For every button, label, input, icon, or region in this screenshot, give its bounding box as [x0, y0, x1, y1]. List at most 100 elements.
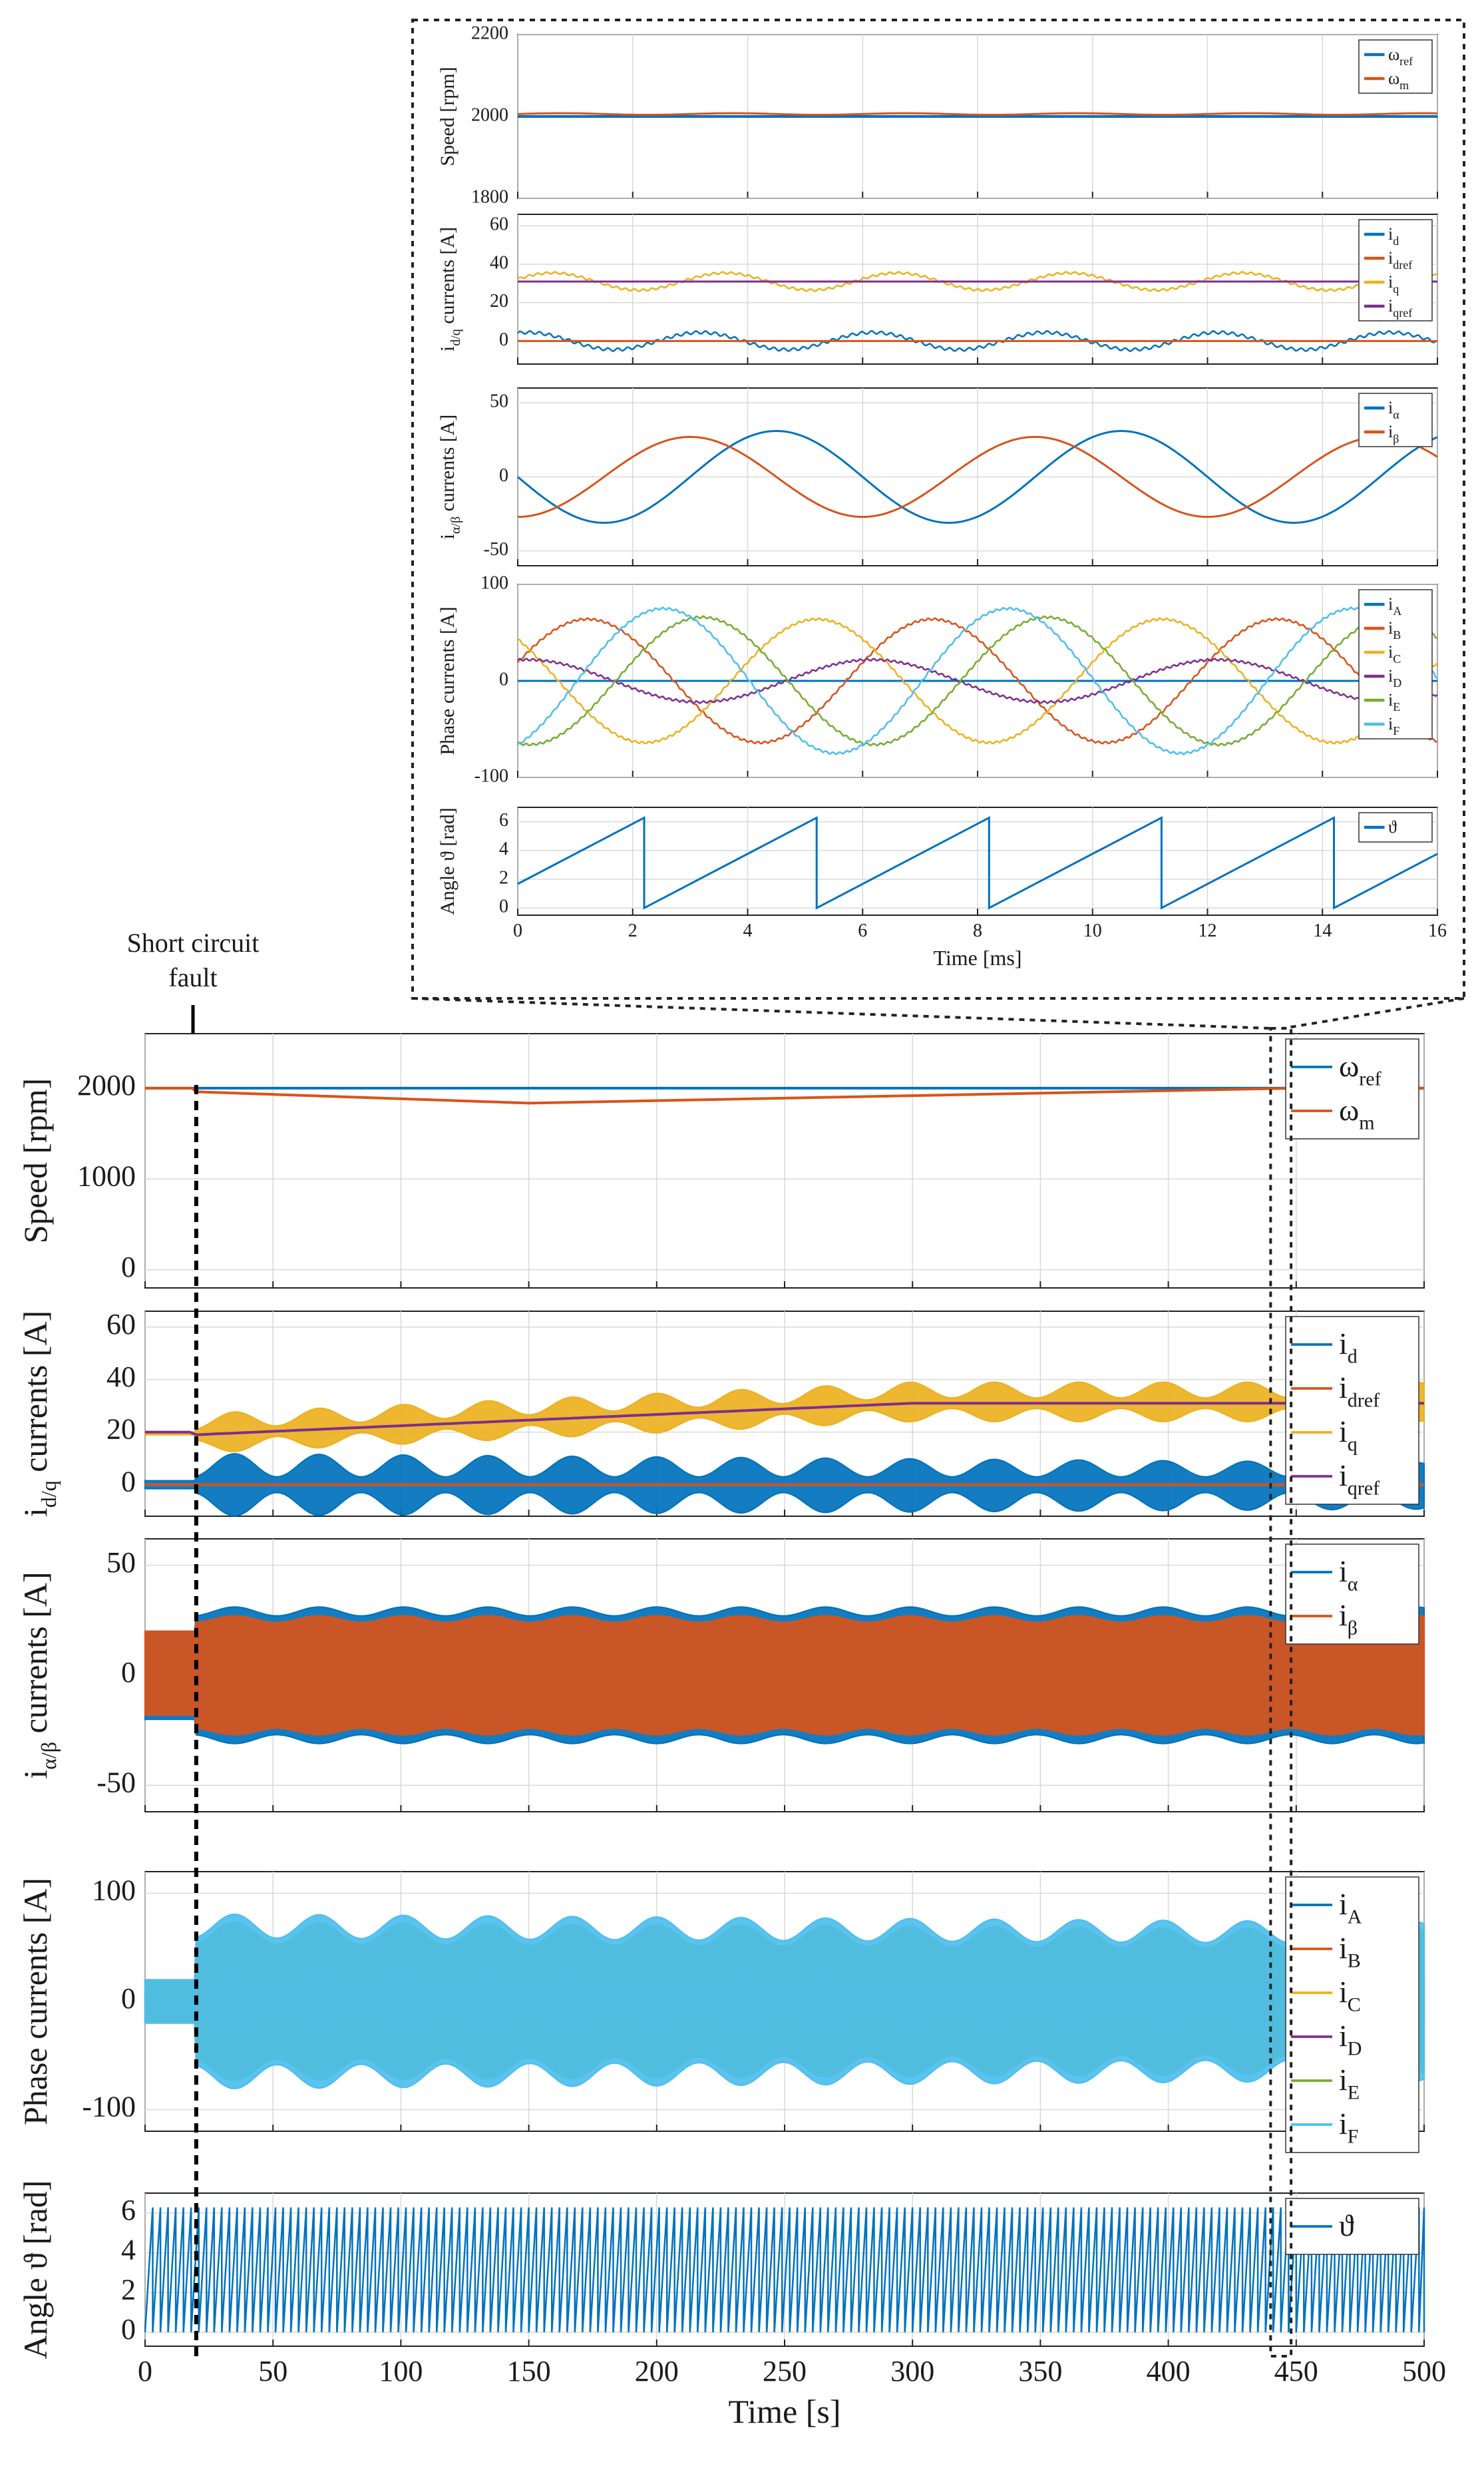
zoom-xtick-label: 6 — [858, 921, 867, 941]
zoom-callout-box — [411, 19, 1465, 1000]
main-y-axis-label: Phase currents [A] — [17, 1878, 54, 2125]
main-ytick-label: -100 — [82, 2091, 136, 2123]
main-legend-label: iA — [1339, 1887, 1362, 1928]
main-panel-3-series — [144, 1606, 1425, 1745]
main-series-i_β — [144, 1615, 1425, 1736]
zoom-legend-label: iC — [1388, 642, 1401, 666]
zoom-series-i_α — [517, 430, 1438, 524]
zoom-legend-box — [1358, 39, 1433, 94]
main-panel-4-series — [144, 1913, 1425, 2090]
zoom-ytick-label: 100 — [480, 572, 508, 593]
main-series-i_q — [144, 1381, 1425, 1452]
zoom-legend-label: iE — [1388, 690, 1400, 714]
zoom-legend-label: iq — [1388, 272, 1399, 296]
main-ytick-label: 40 — [106, 1360, 136, 1393]
main-ytick-label: 0 — [121, 1251, 136, 1283]
main-legend-label: iq — [1339, 1414, 1358, 1456]
zoom-ytick-label: 0 — [499, 329, 508, 350]
main-ytick-label: 0 — [121, 1982, 136, 2015]
main-panel-2-series — [144, 1381, 1425, 1517]
zoom-legend-label: iF — [1388, 714, 1399, 737]
zoom-xtick-label: 14 — [1313, 921, 1332, 941]
main-series-i_F — [144, 1913, 1425, 2090]
zoom-series-i_D — [517, 657, 1438, 705]
zoom-ytick-label: -50 — [484, 539, 508, 560]
zoom-panel-1-series — [517, 112, 1437, 118]
zoom-series-i_β — [517, 435, 1438, 518]
zoom-ytick-label: 2 — [499, 867, 508, 888]
main-legend-box — [1285, 1544, 1419, 1645]
main-xtick-label: 450 — [1274, 2355, 1318, 2387]
main-series-i_qref — [145, 1402, 1424, 1436]
main-legend-label: id — [1339, 1327, 1358, 1368]
main-xtick-label: 200 — [635, 2355, 679, 2387]
zoom-legend-label: iβ — [1388, 422, 1399, 445]
zoom-y-axis-label: Speed [rpm] — [437, 67, 459, 166]
main-ytick-label: 6 — [121, 2194, 136, 2226]
zoom-series-ω_m — [517, 112, 1437, 116]
main-ytick-label: 100 — [92, 1874, 136, 1907]
main-legend-label: iF — [1339, 2107, 1358, 2148]
main-xtick-label: 400 — [1147, 2355, 1191, 2387]
zoom-ytick-label: 0 — [499, 669, 508, 690]
main-xtick-label: 250 — [763, 2355, 807, 2387]
zoom-ytick-label: 6 — [499, 810, 508, 831]
zoom-legend-box — [1358, 589, 1433, 739]
main-legend-label: iα — [1339, 1554, 1358, 1595]
zoom-xtick-label: 10 — [1083, 921, 1102, 941]
main-ytick-label: 60 — [106, 1308, 136, 1341]
zoom-legend-label: iα — [1388, 398, 1399, 421]
main-y-axis-label: iα/β currents [A] — [17, 1571, 61, 1778]
main-y-axis-label: id/q currents [A] — [17, 1311, 61, 1517]
zoom-panel-2-series — [517, 270, 1438, 353]
zoom-ytick-label: -100 — [474, 765, 508, 786]
zoom-connector-right — [1282, 997, 1465, 1030]
zoom-y-axis-label: id/q currents [A] — [437, 227, 463, 351]
main-ytick-label: -50 — [96, 1766, 136, 1798]
main-ytick-label: 0 — [121, 1466, 136, 1498]
zoom-legend-box — [1358, 393, 1433, 447]
zoom-xtick-label: 0 — [513, 921, 522, 941]
zoom-ytick-label: 1800 — [471, 186, 508, 207]
main-ytick-label: 50 — [106, 1546, 136, 1579]
main-ytick-label: 4 — [121, 2234, 136, 2266]
main-series-ω_m — [145, 1086, 1424, 1105]
zoom-legend-label: iD — [1388, 666, 1401, 690]
zoom-y-axis-label: Phase currents [A] — [437, 606, 459, 755]
main-legend-label: iE — [1339, 2063, 1360, 2104]
zoom-ytick-label: 50 — [490, 391, 508, 412]
main-ytick-label: 0 — [121, 2313, 136, 2346]
main-ytick-label: 2000 — [77, 1069, 136, 1102]
main-xtick-label: 150 — [507, 2355, 551, 2387]
main-xtick-label: 350 — [1018, 2355, 1062, 2387]
main-legend-label: iC — [1339, 1975, 1361, 2016]
zoom-legend-box — [1358, 219, 1433, 321]
zoom-y-axis-label: Angle ϑ [rad] — [437, 807, 459, 915]
zoom-connector-left — [412, 997, 1272, 1030]
zoom-series-ϑ — [517, 816, 1438, 910]
zoom-xtick-label: 16 — [1428, 921, 1447, 941]
zoom-ytick-label: 4 — [499, 839, 508, 859]
zoom-xtick-label: 8 — [973, 921, 982, 941]
zoom-panel-3-series — [517, 430, 1438, 524]
zoom-ytick-label: 0 — [499, 465, 508, 486]
main-ytick-label: 2 — [121, 2273, 136, 2306]
zoom-x-axis-label: Time [ms] — [933, 946, 1021, 970]
main-legend-box — [1285, 1316, 1419, 1505]
zoom-series-i_C — [517, 617, 1439, 745]
main-ytick-label: 0 — [121, 1656, 136, 1689]
zoom-legend-label: iqref — [1388, 296, 1412, 319]
zoom-series-i_F — [517, 606, 1438, 755]
zoom-legend-label: ϑ — [1388, 817, 1397, 837]
main-legend-label: ϑ — [1339, 2208, 1354, 2242]
main-y-axis-label: Speed [rpm] — [17, 1078, 54, 1244]
zoom-xtick-label: 4 — [743, 921, 753, 941]
main-ytick-label: 1000 — [77, 1159, 136, 1192]
zoom-xtick-label: 2 — [628, 921, 638, 941]
zoom-series-i_d — [517, 329, 1438, 353]
